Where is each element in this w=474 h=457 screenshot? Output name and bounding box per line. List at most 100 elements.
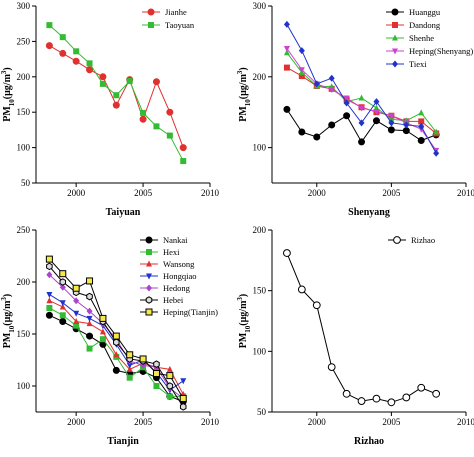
data-point <box>59 300 66 307</box>
data-point <box>358 94 365 101</box>
x-tick-label: 2010 <box>201 417 220 427</box>
data-point <box>372 117 380 125</box>
data-point <box>112 332 120 340</box>
legend-entry: Heping(Shenyang) <box>386 46 473 56</box>
data-point <box>298 47 305 55</box>
data-point <box>45 42 53 50</box>
data-point <box>298 73 305 80</box>
legend-entry: Heping(Tianjin) <box>140 307 218 317</box>
x-tick-label: 2005 <box>134 417 153 427</box>
legend-label: Wansong <box>163 259 195 269</box>
legend-marker <box>145 236 153 244</box>
series-line <box>286 252 437 403</box>
data-point <box>166 365 173 372</box>
legend-entry: Shenhe <box>386 33 434 43</box>
data-point <box>153 123 160 130</box>
legend-entry: Wansong <box>140 259 195 269</box>
data-point <box>298 128 306 136</box>
data-point <box>73 48 80 55</box>
legend-marker <box>393 236 401 244</box>
legend-label: Hedong <box>163 283 191 293</box>
y-tick-label: 200 <box>17 72 31 82</box>
legend-label: Hebei <box>163 295 184 305</box>
y-tick-label: 300 <box>17 1 31 11</box>
y-label-main: PM <box>238 106 249 122</box>
data-point <box>283 105 291 113</box>
legend-entry: Hebei <box>140 295 184 305</box>
legend-entry: Hexi <box>140 247 180 257</box>
data-point <box>179 144 187 152</box>
y-axis-label: PM10(μg/m3) <box>236 294 252 349</box>
y-tick-label: 200 <box>253 225 267 235</box>
y-tick-label: 100 <box>17 143 31 153</box>
data-point <box>59 49 67 57</box>
y-label-sub: 10 <box>8 325 16 333</box>
data-point <box>72 57 80 65</box>
series-huanggu <box>283 105 440 146</box>
data-point <box>387 126 395 134</box>
y-label-sup: 3 <box>0 70 8 74</box>
data-point <box>357 397 366 405</box>
data-point <box>86 66 94 74</box>
data-point <box>283 20 290 28</box>
data-point <box>126 351 134 359</box>
data-point <box>373 98 380 106</box>
data-point <box>402 393 411 402</box>
data-point <box>166 393 173 400</box>
data-point <box>72 284 80 292</box>
x-axis-label: Tianjin <box>107 436 139 447</box>
y-label-close: ) <box>2 294 13 297</box>
data-point <box>59 303 66 310</box>
data-point <box>126 78 133 85</box>
data-point <box>327 363 336 372</box>
x-axis-label: Shenyang <box>348 207 390 218</box>
series-line <box>286 24 437 154</box>
data-point <box>312 301 321 310</box>
data-point <box>328 74 335 82</box>
data-point <box>180 158 187 165</box>
x-tick-label: 2010 <box>201 188 220 198</box>
legend-marker <box>392 48 398 55</box>
y-tick-label: 250 <box>17 225 31 235</box>
data-point <box>283 249 291 257</box>
data-point <box>59 270 67 278</box>
y-label-sub: 10 <box>244 99 252 107</box>
legend-entry: Taoyuan <box>142 20 195 30</box>
data-point <box>343 99 350 107</box>
data-point <box>343 112 351 120</box>
legend-marker <box>391 8 399 16</box>
legend-entry: Hedong <box>140 283 191 293</box>
legend-entry: Hongqiao <box>140 271 197 281</box>
data-point <box>433 149 440 157</box>
y-label-sup: 3 <box>236 297 244 301</box>
data-point <box>403 121 410 129</box>
legend-label: Tiexi <box>409 59 427 69</box>
data-point <box>73 322 80 329</box>
y-label-close: ) <box>238 294 249 297</box>
y-label-unit: (μg/m <box>2 300 13 326</box>
series-tiexi <box>283 20 440 157</box>
data-point <box>297 285 306 294</box>
legend-marker <box>392 60 398 68</box>
y-tick-label: 150 <box>17 329 31 339</box>
x-tick-label: 2000 <box>67 417 86 427</box>
data-point <box>166 382 174 390</box>
y-label-close: ) <box>238 67 249 70</box>
data-point <box>126 374 133 381</box>
data-point <box>59 283 66 291</box>
x-tick-label: 2000 <box>67 188 86 198</box>
legend-label: Hongqiao <box>163 271 197 281</box>
x-axis-label: Rizhao <box>354 436 384 447</box>
x-tick-label: 2005 <box>134 188 153 198</box>
legend-label: Nankai <box>163 235 188 245</box>
data-point <box>418 109 425 116</box>
chart-panel-1: 2000 2005 2010 50 100 150 200 250 300 Taiyuan PM10… <box>0 1 220 218</box>
data-point <box>112 366 120 374</box>
legend-marker <box>392 34 398 41</box>
data-point <box>358 119 365 127</box>
data-point <box>283 49 290 56</box>
data-point <box>113 338 120 347</box>
legend-marker <box>146 249 152 255</box>
y-label-unit: (μg/m <box>238 73 249 99</box>
data-point <box>46 291 53 298</box>
